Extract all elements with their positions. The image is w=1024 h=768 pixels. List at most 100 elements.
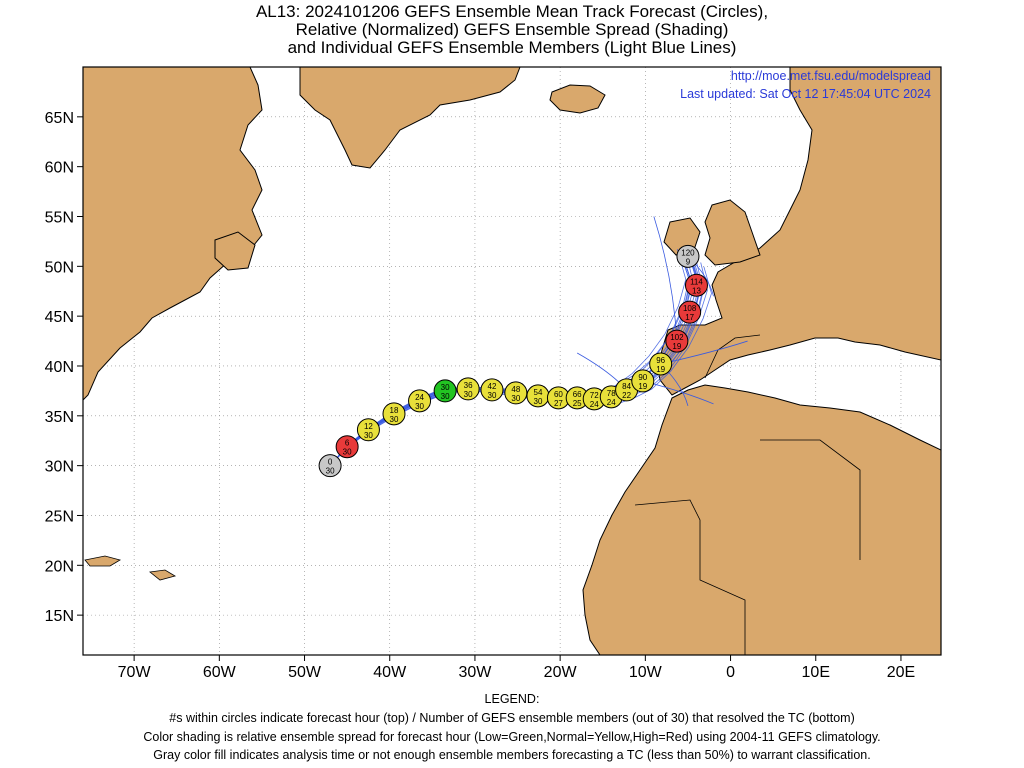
member-count-label: 30 bbox=[488, 391, 497, 400]
lat-lon-grid bbox=[83, 67, 941, 655]
member-count-label: 30 bbox=[441, 392, 450, 401]
legend-line-3: Gray color fill indicates analysis time … bbox=[153, 748, 871, 762]
map-frame bbox=[82, 66, 942, 656]
member-count-label: 17 bbox=[685, 313, 694, 322]
great-britain-land bbox=[704, 199, 761, 266]
member-count-label: 22 bbox=[622, 391, 631, 400]
forecast-hour-label: 120 bbox=[681, 248, 695, 257]
lat-label: 55N bbox=[45, 209, 74, 226]
lon-label: 40W bbox=[373, 664, 407, 681]
forecast-circle-fill bbox=[318, 454, 342, 478]
member-count-label: 30 bbox=[326, 467, 335, 476]
forecast-hour-label: 108 bbox=[683, 304, 697, 313]
forecast-hour-label: 102 bbox=[670, 333, 684, 342]
ensemble-mean-track: 0306301230183024303030363042304830543060… bbox=[318, 244, 708, 478]
member-count-label: 30 bbox=[534, 397, 543, 406]
lat-label: 45N bbox=[45, 309, 74, 326]
forecast-circle-fill bbox=[665, 329, 689, 353]
lon-label: 60W bbox=[203, 664, 237, 681]
forecast-circle-fill bbox=[631, 369, 655, 393]
greenland-land bbox=[299, 67, 521, 169]
lat-label: 35N bbox=[45, 409, 74, 426]
member-count-label: 30 bbox=[415, 402, 424, 411]
lon-label: 10W bbox=[629, 664, 663, 681]
forecast-hour-label: 42 bbox=[488, 382, 497, 391]
lon-label: 10E bbox=[802, 664, 830, 681]
axis-labels: 65N 60N 55N 50N 45N 40N 35N 30N 25N 20N 15N 70W 60W 5… bbox=[45, 110, 916, 681]
member-count-label: 24 bbox=[607, 398, 616, 407]
forecast-hour-label: 78 bbox=[607, 389, 616, 398]
title-line-3: and Individual GEFS Ensemble Members (Li… bbox=[287, 38, 737, 57]
forecast-circle-fill bbox=[678, 300, 702, 324]
lat-label: 65N bbox=[45, 110, 74, 127]
forecast-hour-label: 6 bbox=[345, 439, 350, 448]
lon-label: 50W bbox=[288, 664, 322, 681]
member-count-label: 25 bbox=[573, 399, 582, 408]
legend-heading: LEGEND: bbox=[484, 692, 540, 706]
forecast-circle-fill bbox=[504, 381, 528, 405]
forecast-circle-fill bbox=[684, 273, 708, 297]
forecast-hour-label: 96 bbox=[656, 356, 665, 365]
member-count-label: 30 bbox=[364, 431, 373, 440]
forecast-circle-fill bbox=[335, 435, 359, 459]
legend-line-1: #s within circles indicate forecast hour… bbox=[169, 711, 855, 725]
forecast-hour-label: 18 bbox=[390, 406, 399, 415]
lon-label: 30W bbox=[458, 664, 492, 681]
lat-label: 50N bbox=[45, 259, 74, 276]
lon-label: 20E bbox=[887, 664, 915, 681]
member-count-label: 30 bbox=[511, 394, 520, 403]
iceland-land bbox=[549, 84, 606, 114]
member-count-label: 30 bbox=[343, 448, 352, 457]
forecast-hour-label: 30 bbox=[441, 383, 450, 392]
forecast-hour-label: 66 bbox=[573, 390, 582, 399]
lat-label: 60N bbox=[45, 160, 74, 177]
member-track-branch bbox=[653, 216, 678, 342]
member-count-label: 30 bbox=[464, 390, 473, 399]
member-count-label: 30 bbox=[390, 415, 399, 424]
newfoundland-land bbox=[214, 231, 256, 271]
forecast-hour-label: 114 bbox=[690, 277, 703, 286]
forecast-hour-label: 60 bbox=[554, 390, 563, 399]
member-count-label: 19 bbox=[656, 365, 665, 374]
source-url[interactable]: http://moe.met.fsu.edu/modelspread bbox=[730, 69, 931, 83]
member-count-label: 24 bbox=[590, 400, 599, 409]
forecast-hour-label: 54 bbox=[534, 388, 543, 397]
lat-label: 40N bbox=[45, 359, 74, 376]
forecast-circle-fill bbox=[456, 377, 480, 401]
lon-label: 70W bbox=[118, 664, 152, 681]
forecast-hour-label: 24 bbox=[415, 393, 424, 402]
forecast-circle-fill bbox=[433, 379, 457, 403]
lat-label: 25N bbox=[45, 508, 74, 525]
legend-line-2: Color shading is relative ensemble sprea… bbox=[143, 730, 881, 744]
forecast-hour-label: 12 bbox=[364, 422, 373, 431]
lat-label: 15N bbox=[45, 608, 74, 625]
forecast-hour-label: 48 bbox=[511, 385, 520, 394]
forecast-hour-label: 72 bbox=[590, 391, 599, 400]
last-updated: Last updated: Sat Oct 12 17:45:04 UTC 20… bbox=[680, 87, 931, 101]
forecast-circle-fill bbox=[649, 352, 673, 376]
lon-label: 0 bbox=[726, 664, 735, 681]
member-count-label: 19 bbox=[672, 342, 681, 351]
forecast-hour-label: 90 bbox=[638, 373, 647, 382]
forecast-circle-fill bbox=[356, 418, 380, 442]
africa-land bbox=[582, 384, 941, 655]
forecast-circle-fill bbox=[480, 378, 504, 402]
forecast-hour-label: 0 bbox=[328, 458, 333, 467]
lat-label: 30N bbox=[45, 459, 74, 476]
lat-label: 20N bbox=[45, 558, 74, 575]
